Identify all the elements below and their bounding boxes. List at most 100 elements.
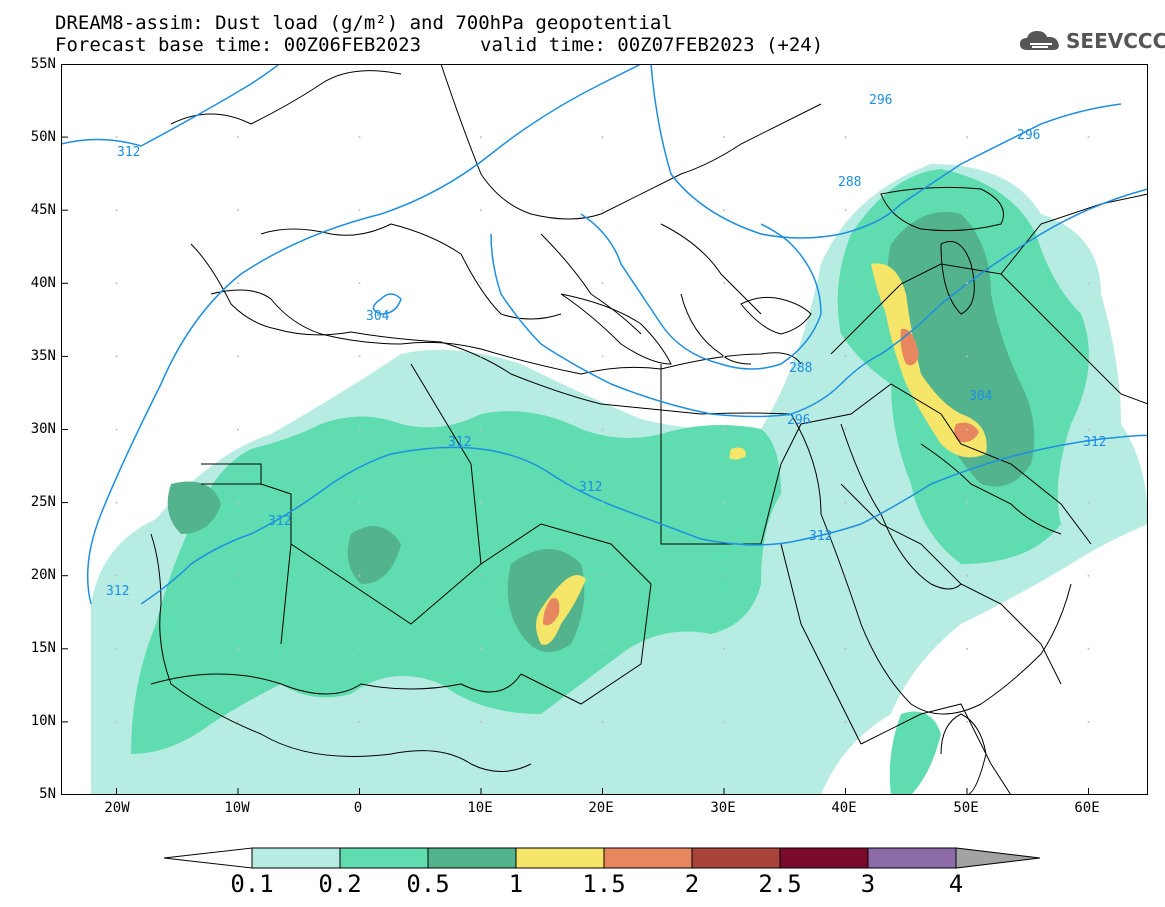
contour-label: 296 xyxy=(869,93,892,108)
grid-dot xyxy=(237,209,239,212)
colorbar-label: 4 xyxy=(948,870,964,898)
x-tick-label: 30E xyxy=(710,800,736,816)
grid-dot xyxy=(723,647,725,650)
grid-dot xyxy=(480,136,482,139)
grid-dot xyxy=(966,720,968,723)
grid-dot xyxy=(723,355,725,358)
grid-dot xyxy=(844,574,847,577)
map-svg: 296 296 288 312 304 288 296 304 312 312 … xyxy=(60,53,1149,796)
y-tick-label: 55N xyxy=(30,56,56,72)
y-tick-label: 15N xyxy=(30,640,56,656)
grid-dot xyxy=(358,209,361,212)
contour-label: 288 xyxy=(789,361,812,376)
grid-dot xyxy=(723,282,725,285)
grid-dot xyxy=(966,136,968,139)
grid-dot xyxy=(723,574,725,577)
colorbar-segment xyxy=(867,847,957,869)
grid-dot xyxy=(844,355,847,358)
grid-dot xyxy=(1087,282,1090,285)
contour-label: 312 xyxy=(809,529,832,544)
grid-dot xyxy=(1087,136,1090,139)
logo-text: SEEVCCC xyxy=(1066,29,1165,53)
valid-time-label: valid time: 00Z07FEB2023 (+24) xyxy=(480,34,824,56)
grid-dot xyxy=(966,355,968,358)
cloud-icon xyxy=(1020,31,1059,50)
grid-dot xyxy=(480,428,482,431)
grid-dot xyxy=(237,720,239,723)
grid-dot xyxy=(358,647,361,650)
dust-layer-1 xyxy=(536,263,987,645)
colorbar-segment xyxy=(251,847,341,869)
grid-dot xyxy=(844,428,847,431)
contour-label: 312 xyxy=(117,145,140,160)
colorbar-label: 1 xyxy=(508,870,524,898)
y-tick-label: 45N xyxy=(30,202,56,218)
grid-dot xyxy=(115,209,118,212)
grid-dot xyxy=(237,428,239,431)
contour-label: 304 xyxy=(366,309,390,324)
grid-dot xyxy=(480,720,482,723)
colorbar-label: 3 xyxy=(860,870,876,898)
contour-label: 304 xyxy=(969,389,993,404)
grid-dot xyxy=(358,574,361,577)
contour-label: 288 xyxy=(838,175,861,190)
grid-dot xyxy=(723,209,725,212)
grid-dot xyxy=(601,428,604,431)
grid-dot xyxy=(723,501,725,504)
grid-dot xyxy=(480,282,482,285)
x-tick-label: 20E xyxy=(588,800,614,816)
contour-label: 312 xyxy=(106,584,129,599)
dust-layer-0.5 xyxy=(167,212,1035,652)
colorbar-label: 0.5 xyxy=(406,870,450,898)
base-time-label: Forecast base time: 00Z06FEB2023 xyxy=(55,34,422,56)
grid-dot xyxy=(1087,647,1090,650)
grid-dot xyxy=(237,282,239,285)
contour-label: 296 xyxy=(1017,128,1040,143)
colorbar-segment xyxy=(779,847,869,869)
x-tick-label: 10W xyxy=(224,800,250,816)
grid-dot xyxy=(480,574,482,577)
colorbar xyxy=(163,847,1041,869)
grid-dot xyxy=(115,647,118,650)
y-tick-label: 10N xyxy=(30,713,56,729)
grid-dot xyxy=(358,282,361,285)
grid-dot xyxy=(115,355,118,358)
grid-dot xyxy=(601,355,604,358)
x-tick-label: 40E xyxy=(831,800,857,816)
grid-dot xyxy=(723,720,725,723)
contour-label: 312 xyxy=(579,480,602,495)
x-tick-label: 60E xyxy=(1074,800,1100,816)
grid-dot xyxy=(1087,428,1090,431)
grid-dot xyxy=(237,355,239,358)
grid-dot xyxy=(358,720,361,723)
colorbar-label: 2 xyxy=(684,870,700,898)
grid-dot xyxy=(480,209,482,212)
grid-dot xyxy=(844,501,847,504)
y-tick-label: 35N xyxy=(30,348,56,364)
grid-dot xyxy=(1087,209,1090,212)
grid-dot xyxy=(723,428,725,431)
grid-dot xyxy=(237,574,239,577)
grid-dot xyxy=(844,720,847,723)
grid-dot xyxy=(844,136,847,139)
colorbar-segment xyxy=(515,847,605,869)
grid-dot xyxy=(237,647,239,650)
grid-dot xyxy=(358,428,361,431)
grid-dot xyxy=(115,720,118,723)
x-tick-label: 0 xyxy=(353,800,363,816)
grid-dot xyxy=(358,136,361,139)
grid-dot xyxy=(601,720,604,723)
x-tick-label: 10E xyxy=(467,800,493,816)
grid-dot xyxy=(844,282,847,285)
grid-dot xyxy=(115,501,118,504)
contour-label: 296 xyxy=(787,413,810,428)
grid-dot xyxy=(601,209,604,212)
colorbar-under-triangle xyxy=(163,847,253,869)
grid-dot xyxy=(237,136,239,139)
y-tick-label: 40N xyxy=(30,275,56,291)
grid-dot xyxy=(1087,574,1090,577)
grid-dot xyxy=(966,574,968,577)
grid-dot xyxy=(480,355,482,358)
colorbar-over-triangle xyxy=(955,847,1041,869)
colorbar-label: 0.1 xyxy=(230,870,274,898)
